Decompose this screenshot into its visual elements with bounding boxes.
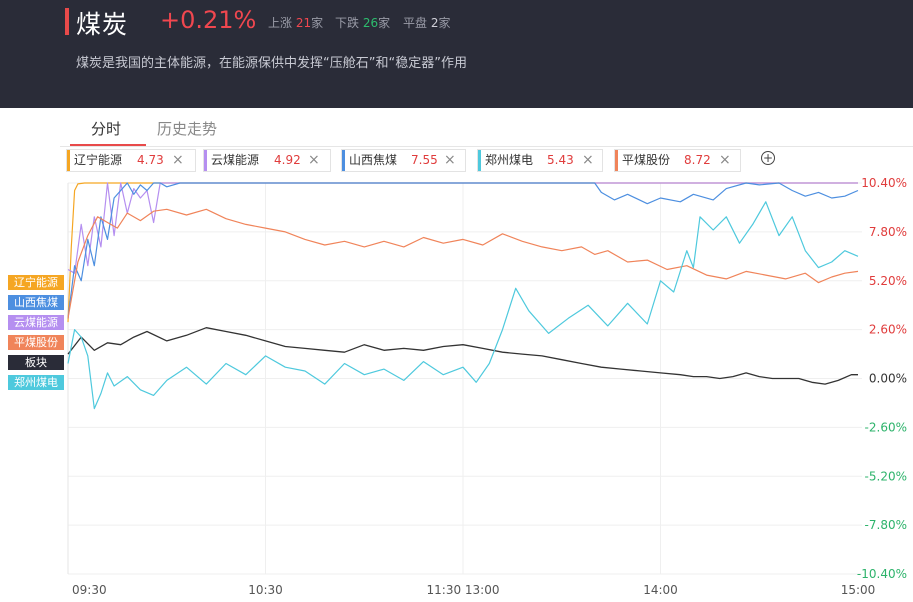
chip-value: 8.72 bbox=[684, 153, 711, 167]
tab-divider bbox=[60, 146, 913, 147]
chip-color-bar bbox=[342, 150, 345, 171]
chip-name: 云煤能源 bbox=[211, 153, 260, 167]
up-stat: 上涨 21家 bbox=[268, 14, 323, 31]
flat-stat: 平盘 2家 bbox=[403, 14, 451, 31]
stock-chip-2[interactable]: 云煤能源 4.92 × bbox=[203, 149, 331, 172]
close-icon[interactable]: × bbox=[719, 152, 731, 168]
x-tick-label: 14:00 bbox=[643, 583, 678, 597]
down-count: 26 bbox=[362, 16, 379, 30]
legend-tag-sector: 板块 bbox=[8, 355, 64, 370]
y-tick-label: -7.80% bbox=[865, 518, 907, 532]
close-icon[interactable]: × bbox=[444, 152, 456, 168]
sector-change: +0.21% bbox=[160, 6, 257, 34]
x-tick-label: 09:30 bbox=[72, 583, 107, 597]
chip-value: 5.43 bbox=[547, 153, 574, 167]
header-panel: 煤炭 +0.21% 上涨 21家 下跌 26家 平盘 2家 煤炭是我国的主体能源… bbox=[0, 0, 913, 108]
chip-color-bar bbox=[478, 150, 481, 171]
stock-chip-3[interactable]: 山西焦煤 7.55 × bbox=[341, 149, 466, 172]
y-tick-label: 7.80% bbox=[869, 225, 907, 239]
sector-title: 煤炭 bbox=[76, 10, 129, 39]
chip-color-bar bbox=[67, 150, 70, 171]
y-tick-label: 2.60% bbox=[869, 323, 907, 337]
chip-value: 4.92 bbox=[274, 153, 301, 167]
series-line-3 bbox=[67, 208, 859, 319]
up-unit: 家 bbox=[311, 16, 324, 30]
chip-value: 4.73 bbox=[137, 153, 164, 167]
add-stock-icon[interactable]: + bbox=[761, 151, 775, 165]
title-accent bbox=[65, 8, 69, 35]
series-line-4 bbox=[67, 327, 858, 385]
tab-history[interactable]: 历史走势 bbox=[157, 120, 218, 138]
x-tick-label: 11:30 13:00 bbox=[427, 583, 500, 597]
close-icon[interactable]: × bbox=[172, 152, 184, 168]
close-icon[interactable]: × bbox=[582, 152, 594, 168]
stock-chip-1[interactable]: 辽宁能源 4.73 × bbox=[66, 149, 196, 172]
legend-tag-zhengzhou: 郑州煤电 bbox=[8, 375, 64, 390]
y-tick-label: 5.20% bbox=[869, 274, 907, 288]
flat-count: 2 bbox=[430, 16, 439, 30]
sector-description: 煤炭是我国的主体能源，在能源保供中发挥“压舱石”和“稳定器”作用 bbox=[76, 56, 467, 71]
chip-name: 辽宁能源 bbox=[74, 153, 123, 167]
chip-color-bar bbox=[204, 150, 207, 171]
y-tick-label: 10.40% bbox=[861, 176, 907, 190]
legend-tag-liaoning: 辽宁能源 bbox=[8, 275, 64, 290]
chip-name: 山西焦煤 bbox=[349, 153, 398, 167]
tab-intraday[interactable]: 分时 bbox=[91, 120, 122, 138]
y-tick-label: -2.60% bbox=[865, 420, 907, 434]
legend-tag-pingmei: 平煤股份 bbox=[8, 335, 64, 350]
flat-label: 平盘 bbox=[403, 16, 428, 30]
legend-tag-shanxi: 山西焦煤 bbox=[8, 295, 64, 310]
series-line-2 bbox=[67, 182, 859, 319]
flat-unit: 家 bbox=[438, 16, 451, 30]
x-tick-label: 15:00 bbox=[841, 583, 876, 597]
chip-value: 7.55 bbox=[411, 153, 438, 167]
y-tick-label: -5.20% bbox=[865, 469, 907, 483]
legend-tag-yunmei: 云煤能源 bbox=[8, 315, 64, 330]
stock-chip-5[interactable]: 平煤股份 8.72 × bbox=[614, 149, 741, 172]
y-tick-label: -10.40% bbox=[857, 567, 907, 581]
down-stat: 下跌 26家 bbox=[335, 14, 390, 31]
up-label: 上涨 bbox=[268, 16, 293, 30]
x-tick-label: 10:30 bbox=[248, 583, 283, 597]
series-line-5 bbox=[67, 201, 859, 410]
down-label: 下跌 bbox=[335, 16, 360, 30]
y-tick-label: 0.00% bbox=[869, 372, 907, 386]
active-tab-indicator bbox=[70, 144, 146, 146]
chip-color-bar bbox=[615, 150, 618, 171]
stock-chip-4[interactable]: 郑州煤电 5.43 × bbox=[477, 149, 603, 172]
chip-name: 郑州煤电 bbox=[485, 153, 534, 167]
up-count: 21 bbox=[295, 16, 312, 30]
down-unit: 家 bbox=[378, 16, 391, 30]
chip-name: 平煤股份 bbox=[622, 153, 671, 167]
close-icon[interactable]: × bbox=[308, 152, 320, 168]
